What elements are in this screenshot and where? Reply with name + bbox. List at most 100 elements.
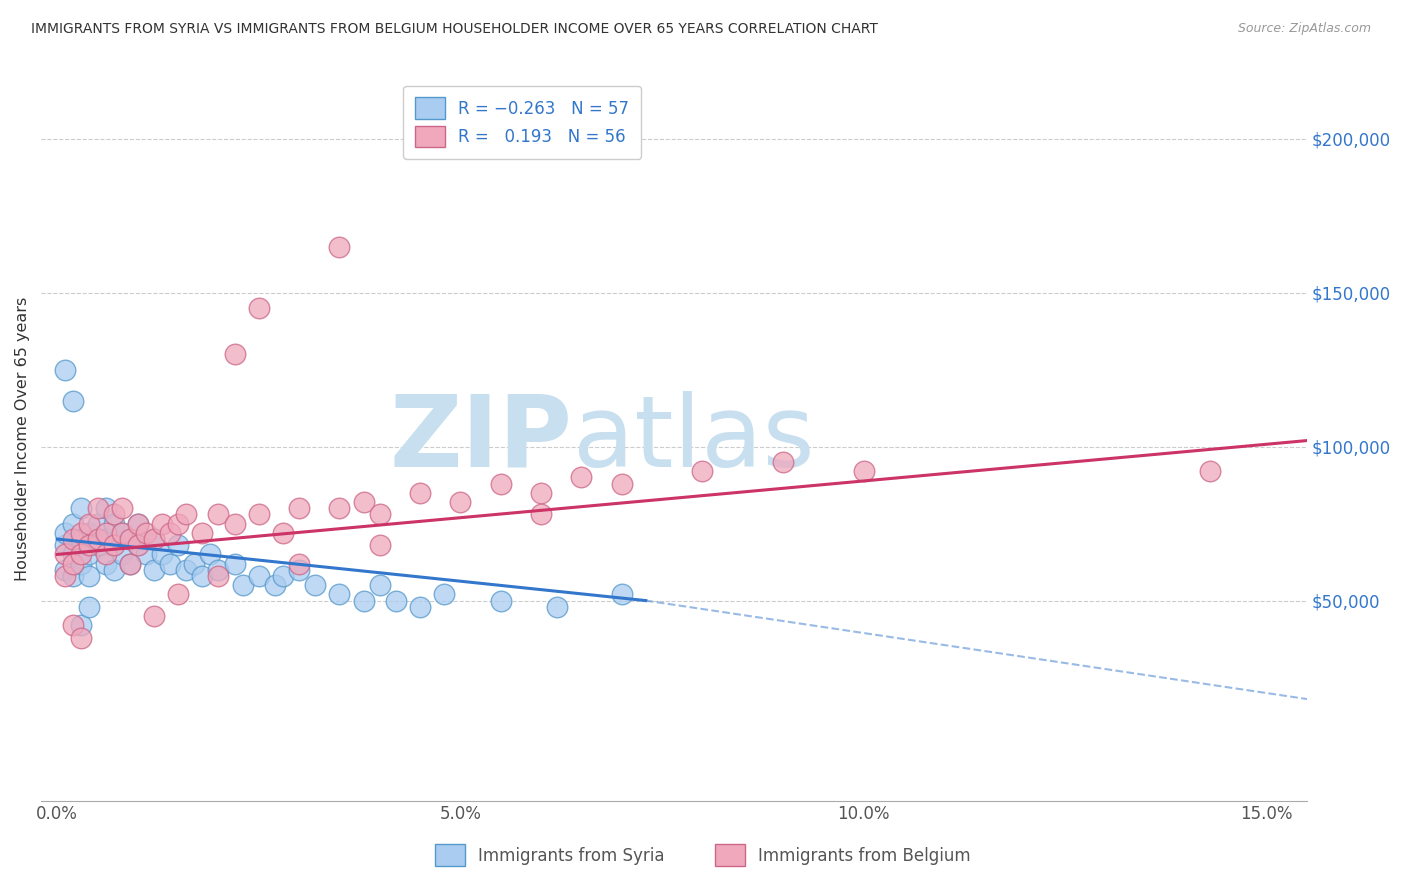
Point [118,532,141,546]
Point [53,563,76,577]
Point [288,501,311,516]
Point [79,516,101,531]
Legend: R = −0.263   N = 57, R =   0.193   N = 56: R = −0.263 N = 57, R = 0.193 N = 56 [404,86,641,159]
Point [143,609,166,624]
Point [103,508,125,522]
Point [772,455,794,469]
Point [546,599,568,614]
Point [174,563,197,577]
Point [94,532,117,546]
Point [86,516,108,531]
Point [191,569,214,583]
Point [70,618,93,632]
Point [111,525,134,540]
Point [127,538,149,552]
Point [271,525,294,540]
Point [135,548,157,562]
Text: atlas: atlas [572,391,814,488]
Point [62,393,84,408]
Point [79,548,101,562]
Y-axis label: Householder Income Over 65 years: Householder Income Over 65 years [15,297,30,582]
Text: Source: ZipAtlas.com: Source: ZipAtlas.com [1237,22,1371,36]
Point [94,557,117,571]
Point [118,532,141,546]
Point [62,569,84,583]
Point [127,516,149,531]
Point [62,557,84,571]
Point [111,501,134,516]
Point [70,501,93,516]
Point [271,569,294,583]
Point [62,532,84,546]
Point [449,495,471,509]
Point [368,508,391,522]
Point [79,569,101,583]
Point [103,516,125,531]
Point [385,593,408,607]
Point [86,532,108,546]
Point [183,557,205,571]
Point [103,563,125,577]
Point [70,631,93,645]
Point [288,563,311,577]
Point [207,563,229,577]
Point [150,516,173,531]
Point [79,525,101,540]
Point [103,538,125,552]
Point [53,363,76,377]
Point [70,532,93,546]
Point [70,548,93,562]
Point [62,618,84,632]
Point [111,548,134,562]
Point [167,516,190,531]
Point [207,508,229,522]
Point [610,476,633,491]
Point [94,525,117,540]
Point [103,538,125,552]
Point [127,516,149,531]
Point [247,301,270,316]
Point [150,548,173,562]
Point [86,501,108,516]
Point [409,486,432,500]
Point [489,476,512,491]
Point [62,548,84,562]
Point [70,557,93,571]
Point [489,593,512,607]
Point [118,557,141,571]
Point [200,548,222,562]
Point [94,501,117,516]
Point [62,516,84,531]
Point [143,532,166,546]
Point [368,538,391,552]
Point [264,578,287,592]
Point [159,557,181,571]
Point [569,470,592,484]
Point [852,464,875,478]
Point [530,508,553,522]
Point [690,464,713,478]
Point [353,593,375,607]
Point [167,538,190,552]
Point [409,599,432,614]
Point [53,569,76,583]
Text: ZIP: ZIP [389,391,572,488]
Point [224,557,246,571]
Point [224,516,246,531]
Point [232,578,254,592]
Point [328,501,350,516]
Point [53,525,76,540]
Legend: Immigrants from Syria, Immigrants from Belgium: Immigrants from Syria, Immigrants from B… [422,831,984,880]
Point [328,587,350,601]
Point [167,587,190,601]
Point [328,240,350,254]
Point [86,538,108,552]
Point [53,548,76,562]
Point [174,508,197,522]
Point [247,508,270,522]
Point [118,557,141,571]
Point [159,525,181,540]
Point [94,548,117,562]
Point [127,538,149,552]
Point [224,347,246,361]
